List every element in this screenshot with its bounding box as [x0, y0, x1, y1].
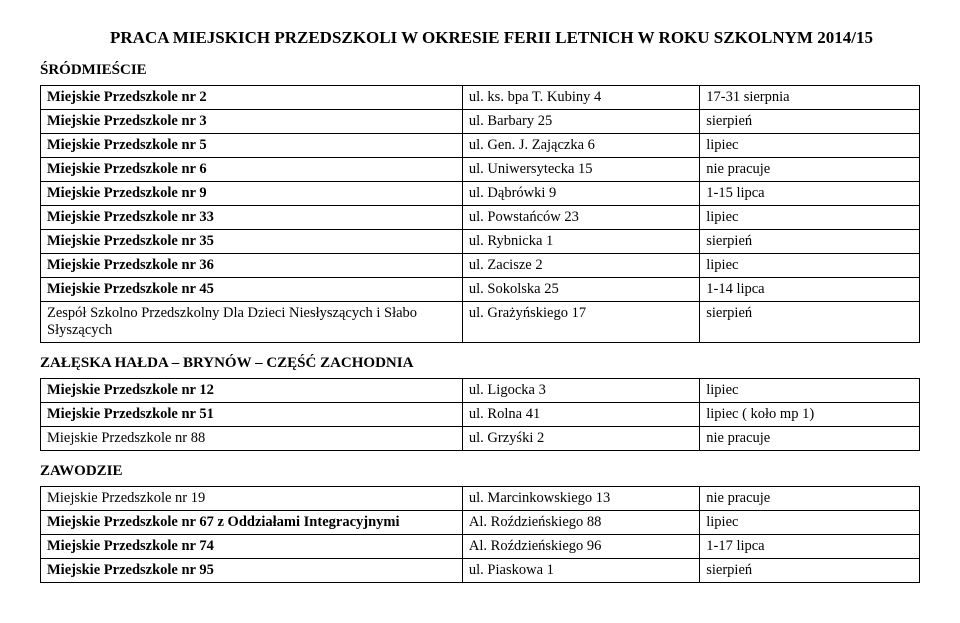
cell-name: Miejskie Przedszkole nr 88	[41, 427, 463, 451]
cell-name: Miejskie Przedszkole nr 36	[41, 254, 463, 278]
table-row: Zespół Szkolno Przedszkolny Dla Dzieci N…	[41, 302, 920, 343]
cell-name: Miejskie Przedszkole nr 5	[41, 134, 463, 158]
cell-status: lipiec	[700, 511, 920, 535]
table-row: Miejskie Przedszkole nr 36ul. Zacisze 2l…	[41, 254, 920, 278]
cell-status: 17-31 sierpnia	[700, 86, 920, 110]
cell-addr: ul. Zacisze 2	[462, 254, 699, 278]
cell-status: 1-14 lipca	[700, 278, 920, 302]
table-row: Miejskie Przedszkole nr 19ul. Marcinkows…	[41, 487, 920, 511]
cell-name: Miejskie Przedszkole nr 3	[41, 110, 463, 134]
table-row: Miejskie Przedszkole nr 51ul. Rolna 41li…	[41, 403, 920, 427]
cell-addr: ul. Ligocka 3	[462, 379, 699, 403]
cell-addr: ul. Barbary 25	[462, 110, 699, 134]
cell-name: Miejskie Przedszkole nr 2	[41, 86, 463, 110]
cell-status: sierpień	[700, 559, 920, 583]
table-row: Miejskie Przedszkole nr 67 z Oddziałami …	[41, 511, 920, 535]
cell-status: lipiec	[700, 134, 920, 158]
cell-addr: Al. Roździeńskiego 96	[462, 535, 699, 559]
section-1: ZAŁĘSKA HAŁDA – BRYNÓW – CZĘŚĆ ZACHODNIA…	[40, 355, 920, 451]
section-0: ŚRÓDMIEŚCIE Miejskie Przedszkole nr 2ul.…	[40, 62, 920, 343]
table-row: Miejskie Przedszkole nr 3ul. Barbary 25s…	[41, 110, 920, 134]
cell-status: lipiec	[700, 254, 920, 278]
cell-addr: ul. Dąbrówki 9	[462, 182, 699, 206]
cell-name: Miejskie Przedszkole nr 12	[41, 379, 463, 403]
cell-status: sierpień	[700, 302, 920, 343]
cell-addr: ul. Grzyśki 2	[462, 427, 699, 451]
table-row: Miejskie Przedszkole nr 5ul. Gen. J. Zaj…	[41, 134, 920, 158]
cell-name: Miejskie Przedszkole nr 45	[41, 278, 463, 302]
page-title: PRACA MIEJSKICH PRZEDSZKOLI W OKRESIE FE…	[110, 28, 920, 48]
cell-addr: ul. Rybnicka 1	[462, 230, 699, 254]
section-header-1: ZAŁĘSKA HAŁDA – BRYNÓW – CZĘŚĆ ZACHODNIA	[40, 355, 920, 372]
cell-status: 1-15 lipca	[700, 182, 920, 206]
cell-addr: ul. Piaskowa 1	[462, 559, 699, 583]
cell-status: nie pracuje	[700, 158, 920, 182]
table-row: Miejskie Przedszkole nr 33ul. Powstańców…	[41, 206, 920, 230]
cell-status: lipiec ( koło mp 1)	[700, 403, 920, 427]
cell-addr: ul. ks. bpa T. Kubiny 4	[462, 86, 699, 110]
cell-name: Miejskie Przedszkole nr 33	[41, 206, 463, 230]
table-row: Miejskie Przedszkole nr 95ul. Piaskowa 1…	[41, 559, 920, 583]
cell-addr: ul. Rolna 41	[462, 403, 699, 427]
table-row: Miejskie Przedszkole nr 9ul. Dąbrówki 91…	[41, 182, 920, 206]
cell-status: lipiec	[700, 379, 920, 403]
cell-status: 1-17 lipca	[700, 535, 920, 559]
cell-addr: ul. Powstańców 23	[462, 206, 699, 230]
section-2: ZAWODZIE Miejskie Przedszkole nr 19ul. M…	[40, 463, 920, 583]
table-row: Miejskie Przedszkole nr 45ul. Sokolska 2…	[41, 278, 920, 302]
cell-name: Miejskie Przedszkole nr 95	[41, 559, 463, 583]
table-row: Miejskie Przedszkole nr 6ul. Uniwersytec…	[41, 158, 920, 182]
cell-addr: ul. Marcinkowskiego 13	[462, 487, 699, 511]
cell-name: Miejskie Przedszkole nr 6	[41, 158, 463, 182]
table-row: Miejskie Przedszkole nr 12ul. Ligocka 3l…	[41, 379, 920, 403]
cell-name: Zespół Szkolno Przedszkolny Dla Dzieci N…	[41, 302, 463, 343]
cell-status: sierpień	[700, 230, 920, 254]
cell-name: Miejskie Przedszkole nr 74	[41, 535, 463, 559]
cell-name: Miejskie Przedszkole nr 51	[41, 403, 463, 427]
table-row: Miejskie Przedszkole nr 88ul. Grzyśki 2n…	[41, 427, 920, 451]
cell-addr: ul. Grażyńskiego 17	[462, 302, 699, 343]
section-header-0: ŚRÓDMIEŚCIE	[40, 62, 920, 79]
cell-addr: Al. Roździeńskiego 88	[462, 511, 699, 535]
section-header-2: ZAWODZIE	[40, 463, 920, 480]
cell-status: nie pracuje	[700, 487, 920, 511]
table-0: Miejskie Przedszkole nr 2ul. ks. bpa T. …	[40, 85, 920, 343]
cell-status: lipiec	[700, 206, 920, 230]
table-row: Miejskie Przedszkole nr 2ul. ks. bpa T. …	[41, 86, 920, 110]
cell-status: sierpień	[700, 110, 920, 134]
table-2: Miejskie Przedszkole nr 19ul. Marcinkows…	[40, 486, 920, 583]
table-row: Miejskie Przedszkole nr 74Al. Roździeńsk…	[41, 535, 920, 559]
cell-name: Miejskie Przedszkole nr 35	[41, 230, 463, 254]
table-1: Miejskie Przedszkole nr 12ul. Ligocka 3l…	[40, 378, 920, 451]
table-row: Miejskie Przedszkole nr 35ul. Rybnicka 1…	[41, 230, 920, 254]
cell-status: nie pracuje	[700, 427, 920, 451]
cell-name: Miejskie Przedszkole nr 19	[41, 487, 463, 511]
cell-addr: ul. Gen. J. Zajączka 6	[462, 134, 699, 158]
cell-name: Miejskie Przedszkole nr 9	[41, 182, 463, 206]
cell-addr: ul. Uniwersytecka 15	[462, 158, 699, 182]
cell-name: Miejskie Przedszkole nr 67 z Oddziałami …	[41, 511, 463, 535]
cell-addr: ul. Sokolska 25	[462, 278, 699, 302]
